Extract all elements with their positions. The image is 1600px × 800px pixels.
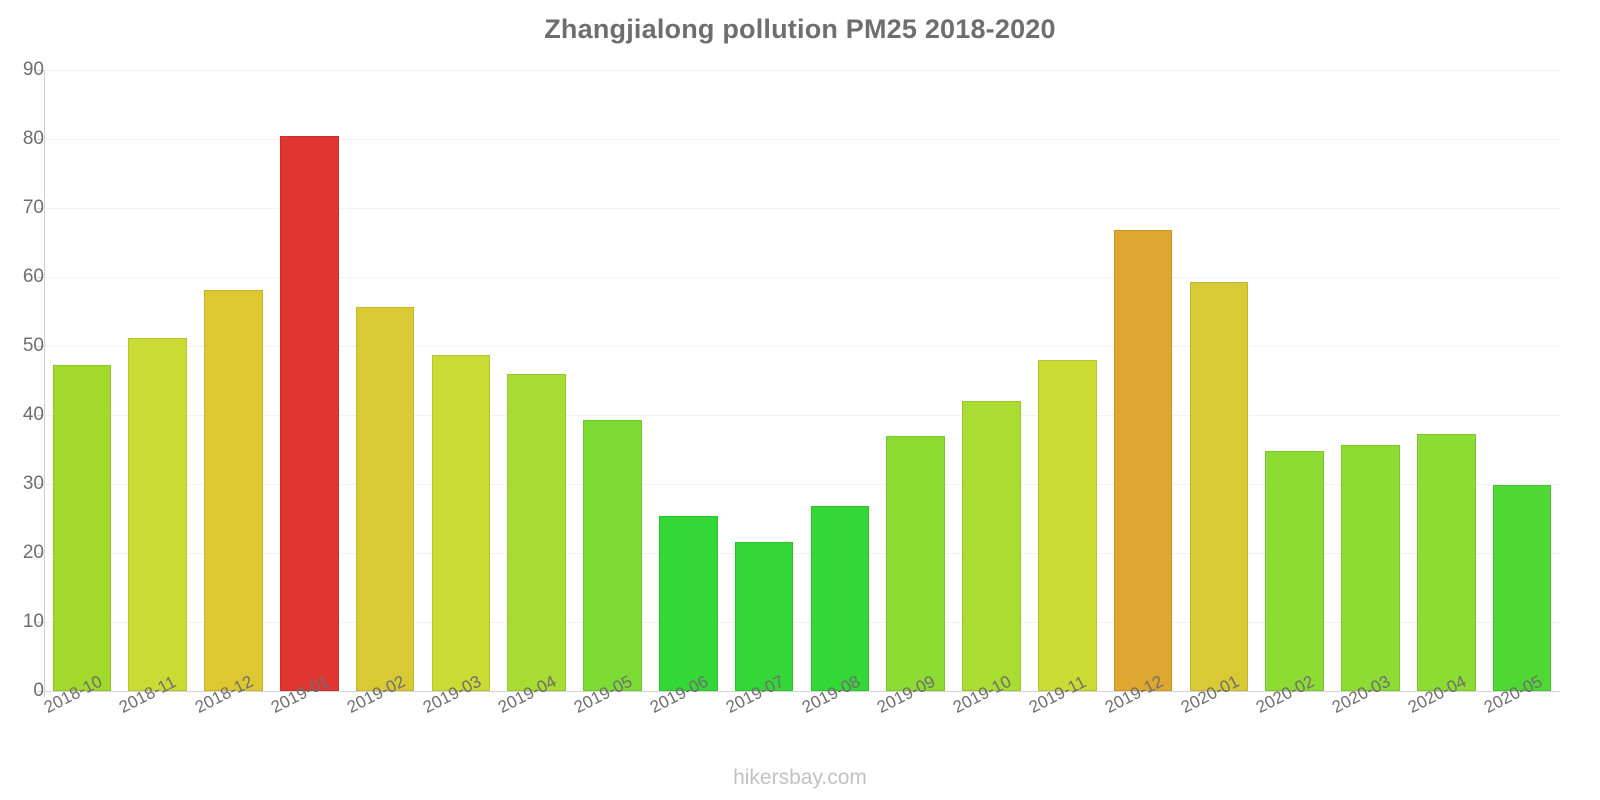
gridline (44, 139, 1560, 140)
y-axis-tick-mark (37, 70, 44, 71)
gridline (44, 484, 1560, 485)
y-axis-tick-mark (37, 346, 44, 347)
y-axis-tick-label: 50 (22, 335, 44, 356)
gridline (44, 277, 1560, 278)
y-axis-tick-mark (37, 691, 44, 692)
bar-2019-01[interactable] (279, 136, 339, 691)
bar-2019-05[interactable] (583, 419, 642, 691)
bar-2020-01[interactable] (1189, 281, 1249, 691)
y-axis-tick-label: 80 (22, 128, 44, 149)
bar-2019-10[interactable] (962, 401, 1021, 691)
bar-2019-03[interactable] (431, 354, 491, 691)
page-title: Zhangjialong pollution PM25 2018-2020 (544, 14, 1056, 44)
gridline (44, 622, 1560, 623)
y-axis-tick-mark (37, 415, 44, 416)
bar-2020-05[interactable] (1492, 485, 1552, 691)
y-axis-tick-mark (37, 622, 44, 623)
source-credit: hikersbay.com (733, 766, 867, 789)
bar-2019-02[interactable] (355, 307, 415, 691)
y-axis-tick-label: 30 (22, 473, 44, 494)
y-axis-tick-label: 60 (22, 266, 44, 287)
gridline (44, 70, 1560, 71)
y-axis-tick-label: 90 (22, 59, 44, 80)
y-axis-tick-mark (37, 208, 44, 209)
gridline (44, 415, 1560, 416)
bar-2020-02[interactable] (1265, 450, 1325, 691)
y-axis-tick-mark (37, 277, 44, 278)
bar-2018-11[interactable] (128, 337, 188, 691)
bar-2019-08[interactable] (810, 506, 870, 691)
bar-2020-03[interactable] (1341, 445, 1400, 691)
y-axis-tick-label: 20 (22, 542, 44, 563)
y-axis-line (44, 70, 45, 697)
bar-2020-04[interactable] (1416, 434, 1476, 691)
y-axis-tick-label: 0 (33, 680, 44, 701)
y-axis-tick-mark (37, 139, 44, 140)
y-axis-tick-mark (37, 553, 44, 554)
bar-2018-12[interactable] (204, 290, 263, 691)
bar-2018-10[interactable] (52, 364, 112, 691)
bar-2019-06[interactable] (658, 515, 718, 691)
bar-2019-07[interactable] (734, 541, 794, 691)
bar-2019-12[interactable] (1113, 230, 1173, 691)
gridline (44, 346, 1560, 347)
gridline (44, 553, 1560, 554)
bar-2019-04[interactable] (507, 373, 567, 691)
y-axis-tick-mark (37, 484, 44, 485)
bar-2019-11[interactable] (1037, 359, 1097, 691)
y-axis-tick-label: 40 (22, 404, 44, 425)
bar-2019-09[interactable] (886, 436, 946, 691)
gridline (44, 208, 1560, 209)
y-axis-tick-label: 10 (22, 611, 44, 632)
plot-area (37, 70, 1560, 692)
y-axis-tick-label: 70 (22, 197, 44, 218)
x-axis-baseline (44, 691, 1560, 692)
